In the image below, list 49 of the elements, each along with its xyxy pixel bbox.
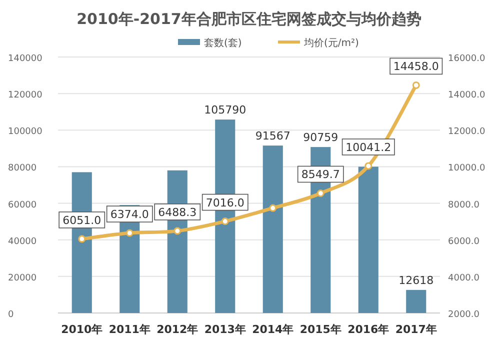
y2-tick-label: 8000.0 — [448, 200, 480, 210]
legend-label: 套数(套) — [204, 37, 242, 49]
data-label: 91567 — [255, 130, 290, 143]
y2-tick-label: 2000.0 — [448, 310, 480, 320]
y-tick-label: 40000 — [8, 236, 37, 247]
bar — [406, 290, 426, 313]
x-tick-label: 2014年 — [252, 323, 294, 336]
x-tick-label: 2011年 — [108, 323, 150, 336]
bar — [358, 166, 378, 313]
x-tick-label: 2012年 — [156, 323, 198, 336]
data-label: 6374.0 — [110, 208, 149, 222]
y-tick-label: 20000 — [8, 273, 37, 284]
point — [316, 189, 324, 197]
x-tick-label: 2017年 — [395, 323, 437, 336]
point — [174, 227, 182, 235]
point — [126, 229, 134, 237]
y2-tick-label: 10000.0 — [448, 164, 486, 174]
y-tick-label: 60000 — [8, 200, 37, 210]
data-label: 7016.0 — [206, 196, 244, 210]
point — [78, 235, 86, 243]
data-label: 6051.0 — [62, 214, 102, 227]
y2-tick-label: 14000.0 — [448, 90, 486, 101]
x-tick-label: 2015年 — [300, 323, 342, 336]
y2-tick-label: 6000.0 — [448, 236, 480, 247]
bar — [262, 146, 283, 313]
data-label: 8549.7 — [301, 168, 340, 182]
data-label: 105790 — [204, 104, 246, 117]
point — [364, 162, 372, 170]
y-tick-label: 100000 — [8, 127, 43, 138]
y-tick-label: 80000 — [8, 164, 37, 174]
legend-label: 均价(元/m²) — [303, 37, 360, 49]
point — [221, 218, 229, 226]
data-label: 6488.3 — [158, 206, 197, 219]
x-tick-label: 2013年 — [204, 323, 246, 336]
y-tick-label: 120000 — [8, 90, 43, 101]
data-label: 12618 — [398, 274, 434, 287]
y-tick-label: 0 — [8, 310, 14, 320]
data-label: 90759 — [303, 131, 338, 144]
data-label: 14458.0 — [393, 60, 439, 74]
y2-tick-label: 16000.0 — [448, 54, 486, 64]
y2-tick-label: 12000.0 — [448, 127, 486, 138]
x-tick-label: 2016年 — [348, 323, 390, 336]
y-tick-label: 140000 — [8, 54, 43, 64]
point — [412, 81, 420, 89]
chart-title: 2010年-2017年合肥市区住宅网签成交与均价趋势 — [76, 10, 422, 28]
point — [269, 204, 277, 212]
y2-tick-label: 4000.0 — [448, 273, 480, 284]
x-tick-label: 2010年 — [61, 323, 103, 336]
data-label: 10041.2 — [346, 140, 392, 154]
